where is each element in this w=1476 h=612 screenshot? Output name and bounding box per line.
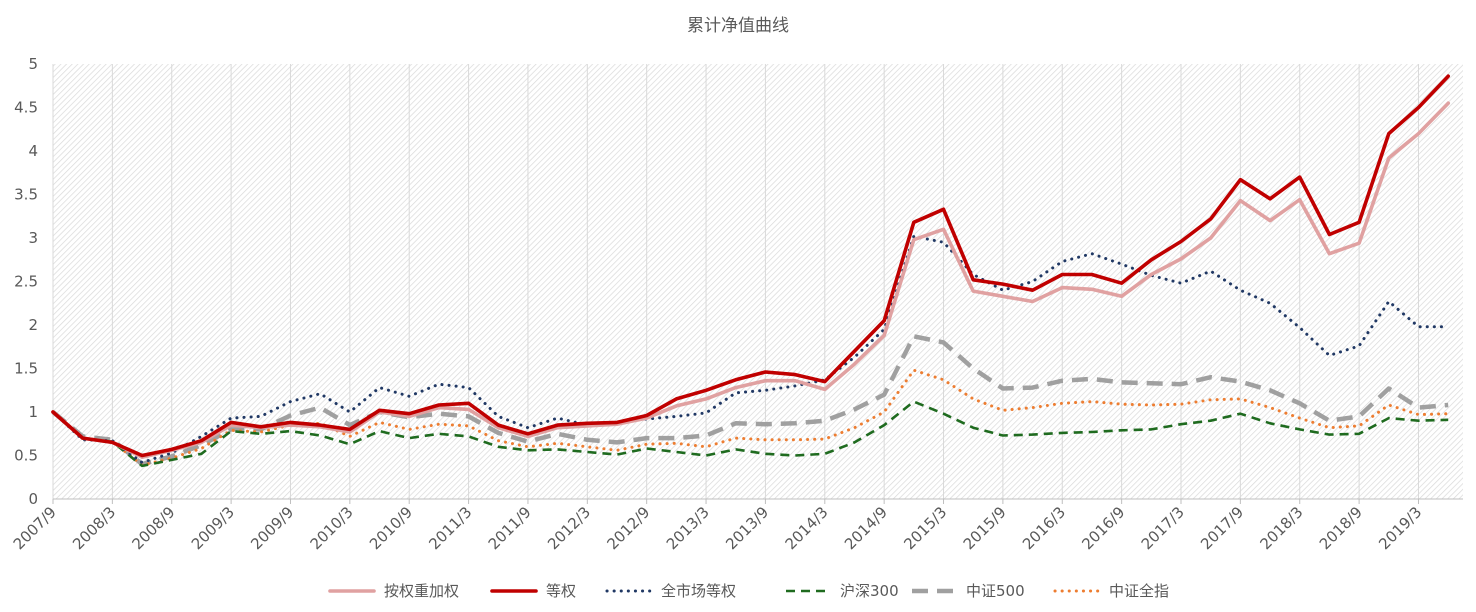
legend-label: 中证全指 [1109,582,1169,600]
x-tick-label: 2016/3 [1019,503,1069,553]
legend-label: 中证500 [966,582,1025,600]
plot-area [53,64,1463,499]
x-tick-label: 2009/9 [247,503,297,553]
x-tick-label: 2019/3 [1375,503,1425,553]
y-tick-label: 0.5 [14,447,38,465]
x-tick-label: 2017/9 [1197,503,1247,553]
x-tick-label: 2018/9 [1316,503,1366,553]
x-tick-label: 2008/3 [69,503,119,553]
series-lines [51,74,1450,468]
legend-label: 按权重加权 [384,582,459,600]
x-tick-label: 2012/3 [544,503,594,553]
x-tick-label: 2013/3 [663,503,713,553]
y-tick-label: 4.5 [14,99,38,117]
y-tick-label: 3.5 [14,186,38,204]
x-tick-label: 2007/9 [10,503,60,553]
x-tick-label: 2008/9 [129,503,179,553]
y-tick-label: 2 [28,316,38,334]
legend-label: 等权 [546,582,576,600]
x-tick-label: 2015/9 [960,503,1010,553]
x-tick-label: 2011/9 [485,503,535,553]
series-line-1 [51,74,1450,458]
x-tick-label: 2010/9 [366,503,416,553]
series-line-3 [52,400,1449,468]
series-line-4 [51,334,1449,467]
legend: 按权重加权 等权 全市场等权 沪深300 中证500 中证全指 [328,582,1169,600]
y-tick-label: 1.5 [14,360,38,378]
y-tick-label: 1 [28,403,38,421]
x-tick-label: 2016/9 [1078,503,1128,553]
x-tick-label: 2009/3 [188,503,238,553]
legend-label: 沪深300 [840,582,899,600]
chart-title: 累计净值曲线 [687,16,789,36]
x-tick-label: 2011/3 [425,503,475,553]
x-tick-label: 2013/9 [722,503,772,553]
y-tick-label: 4 [28,142,38,160]
series-line-5 [51,368,1450,467]
x-tick-label: 2017/3 [1138,503,1188,553]
y-tick-label: 3 [28,229,38,247]
y-tick-label: 0 [28,490,38,508]
x-tick-label: 2010/3 [307,503,357,553]
x-tick-label: 2014/9 [841,503,891,553]
legend-label: 全市场等权 [661,582,736,600]
y-tick-label: 2.5 [14,273,38,291]
x-tick-label: 2014/3 [782,503,832,553]
x-tick-label: 2012/9 [603,503,653,553]
series-line-0 [51,101,1450,460]
grid-lines [52,64,1419,499]
x-tick-label: 2018/3 [1257,503,1307,553]
y-tick-label: 5 [28,55,38,73]
x-tick-label: 2015/3 [900,503,950,553]
